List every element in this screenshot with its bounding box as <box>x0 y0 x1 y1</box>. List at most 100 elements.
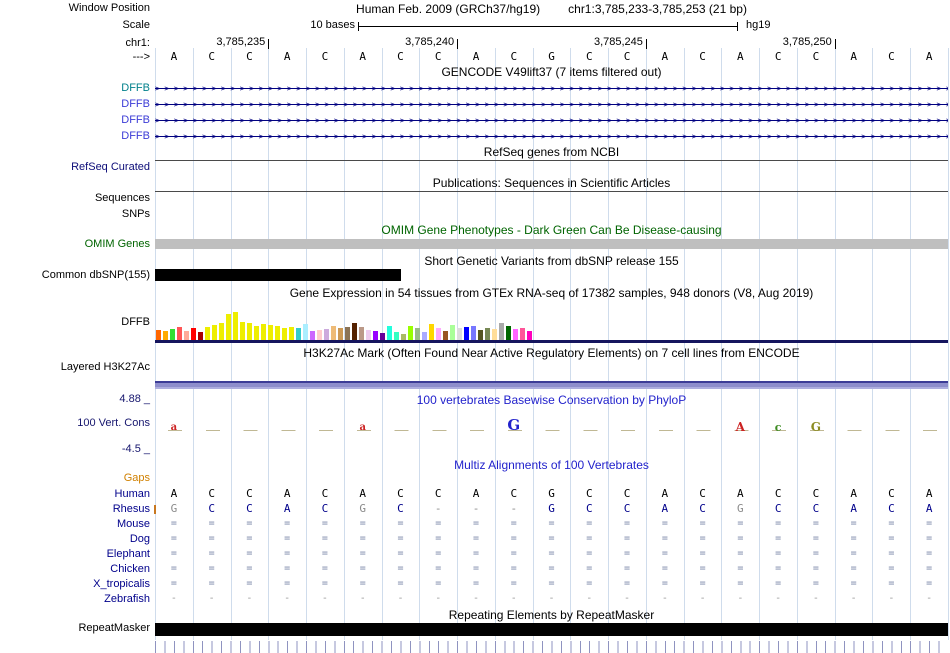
species-label[interactable]: Elephant <box>106 548 150 560</box>
transcript-intron-arrows[interactable]: >>>>>>>>>>>>>>>>>>>>>>>>>>>>>>>>>>>>>>>>… <box>155 114 948 127</box>
gencode-transcript-row[interactable]: DFFB >>>>>>>>>>>>>>>>>>>>>>>>>>>>>>>>>>>>… <box>0 98 950 111</box>
gtex-expression-bar[interactable] <box>401 334 406 340</box>
gtex-expression-bar[interactable] <box>513 329 518 340</box>
omim-genes-track-bar[interactable] <box>155 239 948 249</box>
gtex-expression-bar[interactable] <box>212 325 217 340</box>
gtex-expression-bar[interactable] <box>296 328 301 340</box>
gencode-transcript-row[interactable]: DFFB >>>>>>>>>>>>>>>>>>>>>>>>>>>>>>>>>>>>… <box>0 82 950 95</box>
gene-label[interactable]: DFFB <box>121 82 150 94</box>
species-label[interactable]: X_tropicalis <box>93 578 150 590</box>
gaps-label[interactable]: Gaps <box>123 472 150 484</box>
gtex-gene-label[interactable]: DFFB <box>121 316 150 328</box>
publications-title[interactable]: Publications: Sequences in Scientific Ar… <box>432 176 671 190</box>
dbsnp-track-bar[interactable] <box>155 269 401 281</box>
gtex-expression-bar[interactable] <box>443 331 448 340</box>
repeatmasker-track-bar[interactable] <box>155 623 948 636</box>
sequences-label[interactable]: Sequences <box>94 192 150 204</box>
gtex-expression-bar[interactable] <box>303 324 308 340</box>
gtex-barchart[interactable] <box>156 305 534 340</box>
gtex-expression-bar[interactable] <box>205 327 210 340</box>
species-label[interactable]: Mouse <box>116 518 150 530</box>
gtex-expression-bar[interactable] <box>268 325 273 340</box>
gencode-transcript-row[interactable]: DFFB >>>>>>>>>>>>>>>>>>>>>>>>>>>>>>>>>>>>… <box>0 114 950 127</box>
gencode-title[interactable]: GENCODE V49lift37 (7 items filtered out) <box>441 65 662 79</box>
species-label[interactable]: Human <box>114 488 150 500</box>
gene-label[interactable]: DFFB <box>121 130 150 142</box>
refseq-title[interactable]: RefSeq genes from NCBI <box>483 145 620 159</box>
species-label[interactable]: Chicken <box>110 563 150 575</box>
gtex-expression-bar[interactable] <box>275 326 280 340</box>
gtex-expression-bar[interactable] <box>457 328 462 340</box>
gtex-expression-bar[interactable] <box>499 323 504 340</box>
gene-label[interactable]: DFFB <box>121 98 150 110</box>
gtex-expression-bar[interactable] <box>359 327 364 340</box>
refseq-curated-label[interactable]: RefSeq Curated <box>71 161 150 173</box>
gtex-expression-bar[interactable] <box>387 326 392 340</box>
gencode-transcript-row[interactable]: DFFB >>>>>>>>>>>>>>>>>>>>>>>>>>>>>>>>>>>>… <box>0 130 950 143</box>
gtex-expression-bar[interactable] <box>177 327 182 340</box>
gtex-expression-bar[interactable] <box>352 323 357 340</box>
gtex-expression-bar[interactable] <box>261 324 266 340</box>
gtex-expression-bar[interactable] <box>485 328 490 340</box>
coordinate-row[interactable]: 3,785,235 3,785,240 3,785,245 3,785,250 <box>0 36 950 50</box>
gtex-expression-bar[interactable] <box>289 327 294 340</box>
refseq-track-line[interactable] <box>155 160 948 161</box>
transcript-intron-arrows[interactable]: >>>>>>>>>>>>>>>>>>>>>>>>>>>>>>>>>>>>>>>>… <box>155 82 948 95</box>
gtex-expression-bar[interactable] <box>366 330 371 340</box>
gtex-expression-bar[interactable] <box>233 312 238 340</box>
gtex-expression-bar[interactable] <box>282 328 287 340</box>
alignment-row-rhesus[interactable]: Rhesus G C C A C G C - - - G C C A C G C C A C A <box>0 502 950 516</box>
alignment-row-zebrafish[interactable]: Zebrafish - - - - - - - - - - - - - - - - - - - - - <box>0 592 950 606</box>
gtex-expression-bar[interactable] <box>345 327 350 340</box>
gtex-expression-bar[interactable] <box>408 326 413 340</box>
gtex-expression-bar[interactable] <box>506 326 511 340</box>
gtex-expression-bar[interactable] <box>429 324 434 340</box>
sequences-track-line[interactable] <box>155 191 948 192</box>
dbsnp-label[interactable]: Common dbSNP(155) <box>41 269 150 281</box>
gtex-expression-bar[interactable] <box>373 331 378 340</box>
omim-genes-label[interactable]: OMIM Genes <box>84 238 150 250</box>
gtex-expression-bar[interactable] <box>156 330 161 340</box>
h3k27ac-label[interactable]: Layered H3K27Ac <box>60 361 150 373</box>
gtex-expression-bar[interactable] <box>191 328 196 340</box>
species-label[interactable]: Zebrafish <box>104 593 150 605</box>
gtex-expression-bar[interactable] <box>324 329 329 340</box>
alignment-row-elephant[interactable]: Elephant = = = = = = = = = = = = = = = = = = = = = <box>0 547 950 561</box>
alignment-row-chicken[interactable]: Chicken = = = = = = = = = = = = = = = = = = = = = <box>0 562 950 576</box>
gtex-expression-bar[interactable] <box>478 330 483 340</box>
gtex-expression-bar[interactable] <box>219 323 224 340</box>
gtex-expression-bar[interactable] <box>471 326 476 340</box>
gtex-expression-bar[interactable] <box>338 328 343 340</box>
h3k27ac-signal-bar[interactable] <box>155 381 948 389</box>
gene-label[interactable]: DFFB <box>121 114 150 126</box>
gtex-expression-bar[interactable] <box>226 314 231 340</box>
snps-label[interactable]: SNPs <box>121 208 150 220</box>
gtex-expression-bar[interactable] <box>317 330 322 340</box>
gtex-expression-bar[interactable] <box>415 328 420 340</box>
alignment-row-dog[interactable]: Dog = = = = = = = = = = = = = = = = = = = = = <box>0 532 950 546</box>
gtex-expression-bar[interactable] <box>520 328 525 340</box>
gtex-expression-bar[interactable] <box>310 331 315 340</box>
transcript-intron-arrows[interactable]: >>>>>>>>>>>>>>>>>>>>>>>>>>>>>>>>>>>>>>>>… <box>155 130 948 143</box>
gtex-expression-bar[interactable] <box>394 332 399 340</box>
gtex-expression-bar[interactable] <box>492 329 497 340</box>
alignment-row-human[interactable]: Human A C C A C A C C A C G C C A C A C C A C A <box>0 487 950 501</box>
alignment-row-mouse[interactable]: Mouse = = = = = = = = = = = = = = = = = = = = = <box>0 517 950 531</box>
gtex-expression-bar[interactable] <box>247 323 252 340</box>
gtex-expression-bar[interactable] <box>450 325 455 340</box>
conservation-track-label[interactable]: 100 Vert. Cons <box>77 417 150 429</box>
gtex-expression-bar[interactable] <box>254 326 259 340</box>
gtex-expression-bar[interactable] <box>163 331 168 340</box>
species-label[interactable]: Dog <box>129 533 150 545</box>
species-label[interactable]: Rhesus <box>112 503 150 515</box>
gtex-expression-bar[interactable] <box>380 333 385 340</box>
gtex-expression-bar[interactable] <box>184 331 189 340</box>
transcript-intron-arrows[interactable]: >>>>>>>>>>>>>>>>>>>>>>>>>>>>>>>>>>>>>>>>… <box>155 98 948 111</box>
gtex-expression-bar[interactable] <box>422 332 427 340</box>
gtex-expression-bar[interactable] <box>198 332 203 340</box>
gtex-expression-bar[interactable] <box>436 328 441 340</box>
gtex-expression-bar[interactable] <box>170 329 175 340</box>
gtex-expression-bar[interactable] <box>527 331 532 340</box>
gtex-expression-bar[interactable] <box>331 326 336 340</box>
gtex-expression-bar[interactable] <box>240 322 245 340</box>
